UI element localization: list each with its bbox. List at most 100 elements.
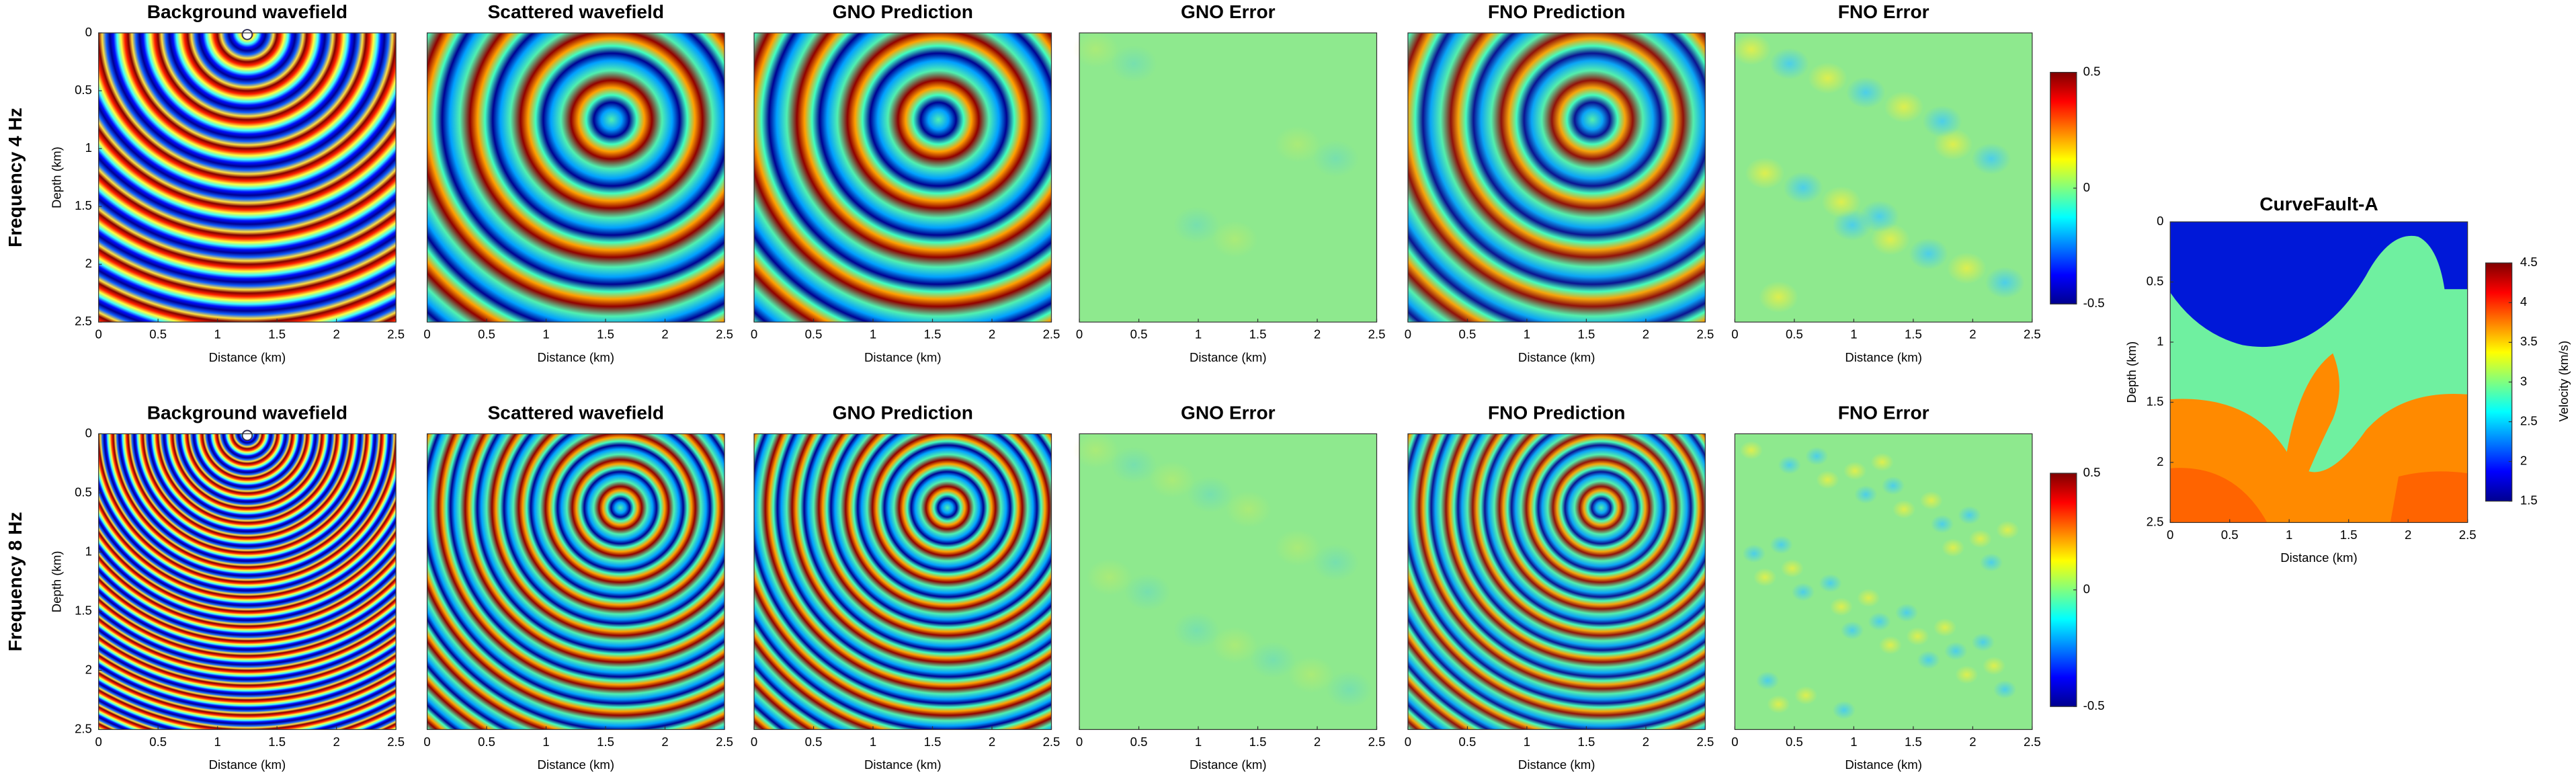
panel-title: Scattered wavefield xyxy=(488,403,664,423)
panel-title: Background wavefield xyxy=(147,1,347,22)
velocity-image xyxy=(2170,222,2468,523)
error-blob xyxy=(1173,612,1220,649)
x-tick-label: 1.5 xyxy=(1905,735,1922,749)
x-tick-label: 0 xyxy=(1076,735,1083,749)
error-blob xyxy=(1770,48,1809,80)
wavefield-image xyxy=(754,32,1052,323)
x-axis-label: Distance (km) xyxy=(864,350,941,364)
error-blob xyxy=(1313,140,1359,177)
x-tick-label: 0 xyxy=(423,735,430,749)
wavefield-image xyxy=(754,434,1052,730)
error-blob xyxy=(1778,456,1801,475)
error-blob xyxy=(1187,476,1234,513)
y-tick-label: 1.5 xyxy=(2147,394,2164,408)
error-blob xyxy=(1794,686,1818,705)
x-tick-label: 0 xyxy=(751,327,757,341)
panel-title: GNO Error xyxy=(1181,403,1276,423)
error-blob xyxy=(1895,603,1919,622)
x-tick-label: 0.5 xyxy=(1786,327,1803,341)
error-blob xyxy=(1212,626,1258,664)
x-tick-label: 1 xyxy=(214,735,220,749)
error-blob xyxy=(1832,700,1856,720)
x-axis-label: Distance (km) xyxy=(209,757,286,772)
y-tick-label: 1 xyxy=(85,140,92,155)
error-blob xyxy=(1753,568,1777,587)
y-tick-label: 2 xyxy=(85,662,92,676)
error-blob xyxy=(1249,641,1296,679)
axes-frame xyxy=(1079,32,1378,323)
x-tick-label: 0.5 xyxy=(805,735,823,749)
error-blob xyxy=(1955,665,1979,684)
error-blob xyxy=(1922,106,1962,137)
error-blob xyxy=(1783,171,1823,204)
error-blob xyxy=(1274,529,1321,567)
axes-frame xyxy=(98,433,397,731)
error-blob xyxy=(1909,238,1948,270)
x-tick-label: 2 xyxy=(1314,327,1321,341)
colorbar-tick-label: 0 xyxy=(2083,180,2090,194)
velocity-deep-layer xyxy=(2170,468,2468,523)
axes-frame xyxy=(426,32,725,323)
x-tick-label: 1.5 xyxy=(924,327,942,341)
y-tick-label: 0.5 xyxy=(2147,274,2164,288)
colorbar-tick-label: 2 xyxy=(2520,453,2527,467)
error-blob xyxy=(1958,505,1981,525)
x-tick-label: 2 xyxy=(1314,735,1321,749)
error-blob xyxy=(1326,671,1373,708)
error-blob xyxy=(1124,573,1171,611)
panel-title: FNO Error xyxy=(1838,403,1929,423)
x-tick-label: 2.5 xyxy=(1697,735,1714,749)
wavefield-image xyxy=(98,32,397,323)
error-blob xyxy=(1770,535,1793,554)
error-blob xyxy=(1884,91,1924,123)
velocity-fault-block xyxy=(2286,353,2339,485)
x-tick-label: 0.5 xyxy=(805,327,823,341)
x-tick-label: 2.5 xyxy=(1043,327,1061,341)
error-blob xyxy=(1791,583,1815,602)
source-marker xyxy=(241,29,253,40)
x-axis-label: Distance (km) xyxy=(1845,350,1921,364)
error-field xyxy=(1735,434,2032,730)
colorbar xyxy=(2485,262,2513,502)
x-axis-label: Distance (km) xyxy=(2280,550,2357,565)
panel-title: Scattered wavefield xyxy=(488,1,664,22)
error-blob xyxy=(1870,452,1894,472)
error-blob xyxy=(1892,500,1916,519)
wavefield-image xyxy=(1407,434,1706,730)
error-blob xyxy=(1173,206,1220,244)
x-tick-label: 1 xyxy=(214,327,220,341)
error-blob xyxy=(1829,598,1853,616)
y-tick-label: 2.5 xyxy=(75,314,92,328)
error-blob xyxy=(1073,31,1119,68)
error-blob xyxy=(1979,553,2003,572)
y-axis-label: Depth (km) xyxy=(49,551,63,613)
panel-title: GNO Prediction xyxy=(833,403,973,423)
x-tick-label: 0.5 xyxy=(149,735,167,749)
x-tick-label: 1 xyxy=(870,735,876,749)
error-blob xyxy=(1767,695,1790,714)
y-tick-label: 0 xyxy=(85,25,92,39)
wavefield-image xyxy=(1407,32,1706,323)
x-tick-label: 1 xyxy=(870,327,876,341)
x-tick-label: 1.5 xyxy=(268,735,286,749)
axes-frame xyxy=(753,433,1052,731)
x-axis-label: Distance (km) xyxy=(1190,350,1266,364)
x-tick-label: 0 xyxy=(1405,327,1411,341)
colorbar-label: Velocity (km/s) xyxy=(2557,341,2571,422)
axes-frame xyxy=(1407,32,1706,323)
y-tick-label: 2.5 xyxy=(2147,514,2164,528)
x-tick-label: 0 xyxy=(2167,528,2173,542)
error-blob xyxy=(1917,651,1940,669)
x-tick-label: 1.5 xyxy=(597,327,614,341)
x-tick-label: 0.5 xyxy=(1459,735,1477,749)
x-tick-label: 2 xyxy=(333,735,339,749)
error-blob xyxy=(1843,461,1867,481)
error-blob xyxy=(1225,491,1272,528)
y-tick-label: 0 xyxy=(85,425,92,440)
x-tick-label: 1.5 xyxy=(1249,327,1267,341)
x-axis-label: Distance (km) xyxy=(1518,757,1595,772)
x-tick-label: 2 xyxy=(1643,735,1649,749)
x-tick-label: 2.5 xyxy=(716,327,733,341)
x-axis-label: Distance (km) xyxy=(1190,757,1266,772)
